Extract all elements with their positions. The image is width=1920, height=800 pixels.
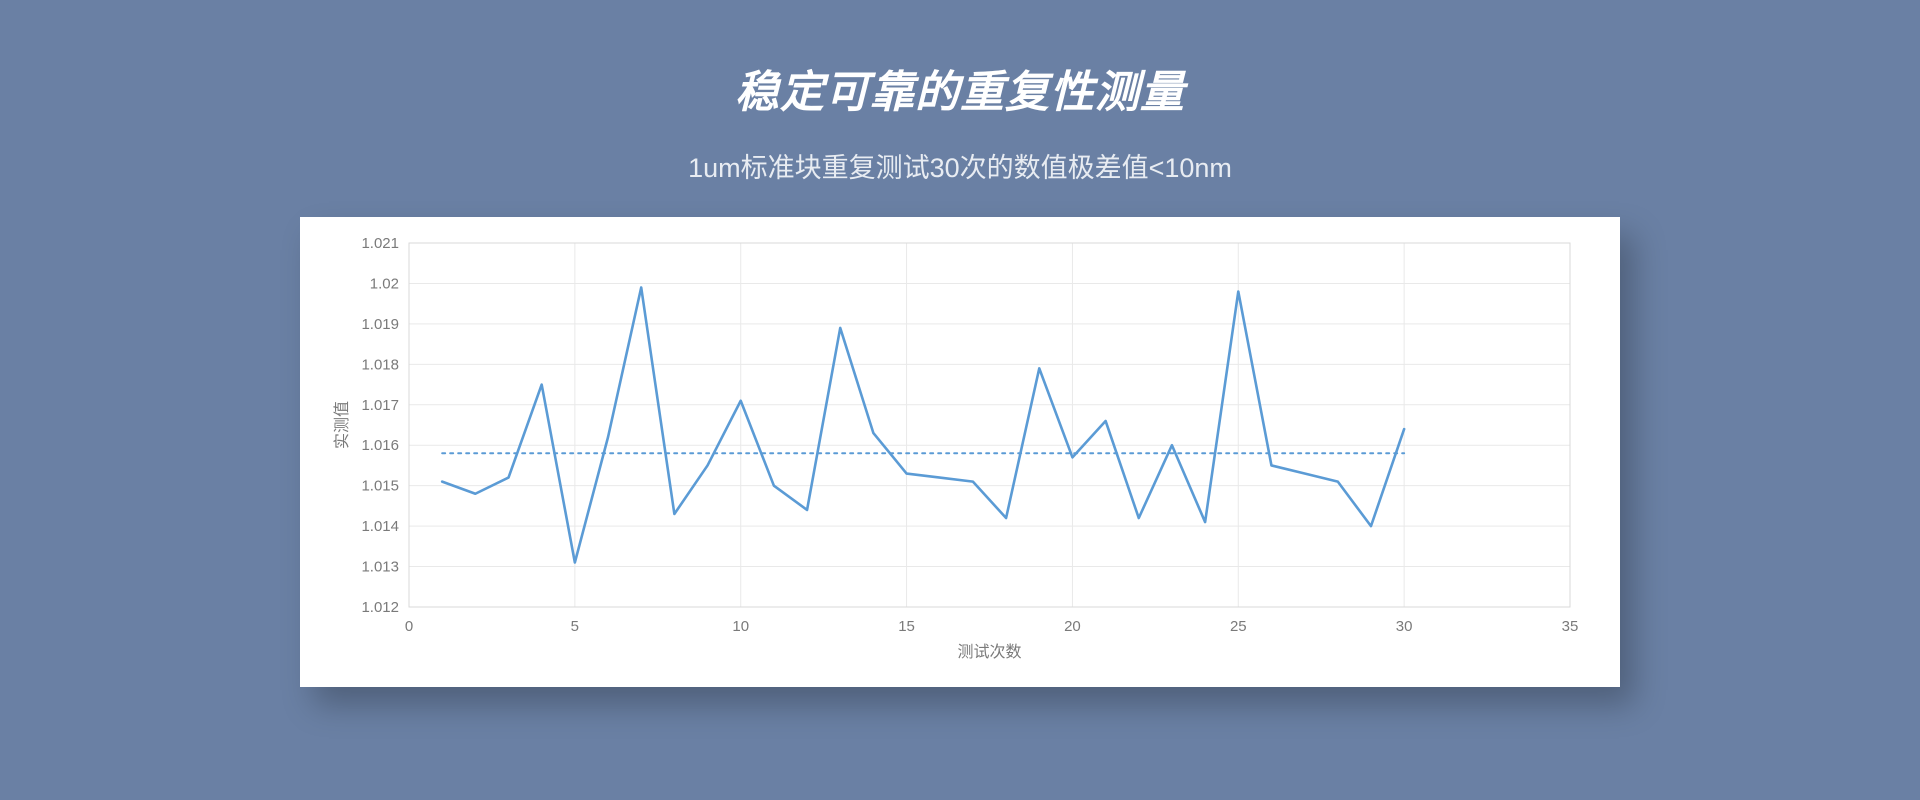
svg-text:15: 15 (898, 618, 915, 635)
svg-text:1.014: 1.014 (361, 518, 399, 535)
svg-text:10: 10 (732, 618, 749, 635)
page-subtitle: 1um标准块重复测试30次的数值极差值<10nm (688, 146, 1232, 185)
x-axis-label: 测试次数 (957, 643, 1021, 661)
svg-text:1.016: 1.016 (361, 437, 399, 454)
page-title: 稳定可靠的重复性测量 (735, 56, 1185, 120)
svg-text:1.015: 1.015 (361, 478, 399, 495)
svg-text:1.02: 1.02 (370, 275, 399, 292)
svg-text:35: 35 (1562, 618, 1579, 635)
chart-card: 1.012 1.013 1.014 1.015 1.016 1.017 1.018 1.019… (300, 217, 1620, 687)
line-chart: 1.012 1.013 1.014 1.015 1.016 1.017 1.018 1.019… (314, 231, 1580, 669)
svg-text:1.019: 1.019 (361, 316, 399, 333)
svg-text:1.017: 1.017 (361, 397, 399, 414)
svg-text:20: 20 (1064, 618, 1081, 635)
y-axis-label: 实测值 (333, 401, 351, 449)
svg-text:25: 25 (1230, 618, 1247, 635)
svg-text:0: 0 (405, 618, 413, 635)
svg-text:1.013: 1.013 (361, 559, 399, 576)
svg-text:1.018: 1.018 (361, 356, 399, 373)
svg-text:5: 5 (571, 618, 579, 635)
svg-text:30: 30 (1396, 618, 1413, 635)
svg-text:1.021: 1.021 (361, 235, 399, 252)
svg-text:1.012: 1.012 (361, 599, 399, 616)
